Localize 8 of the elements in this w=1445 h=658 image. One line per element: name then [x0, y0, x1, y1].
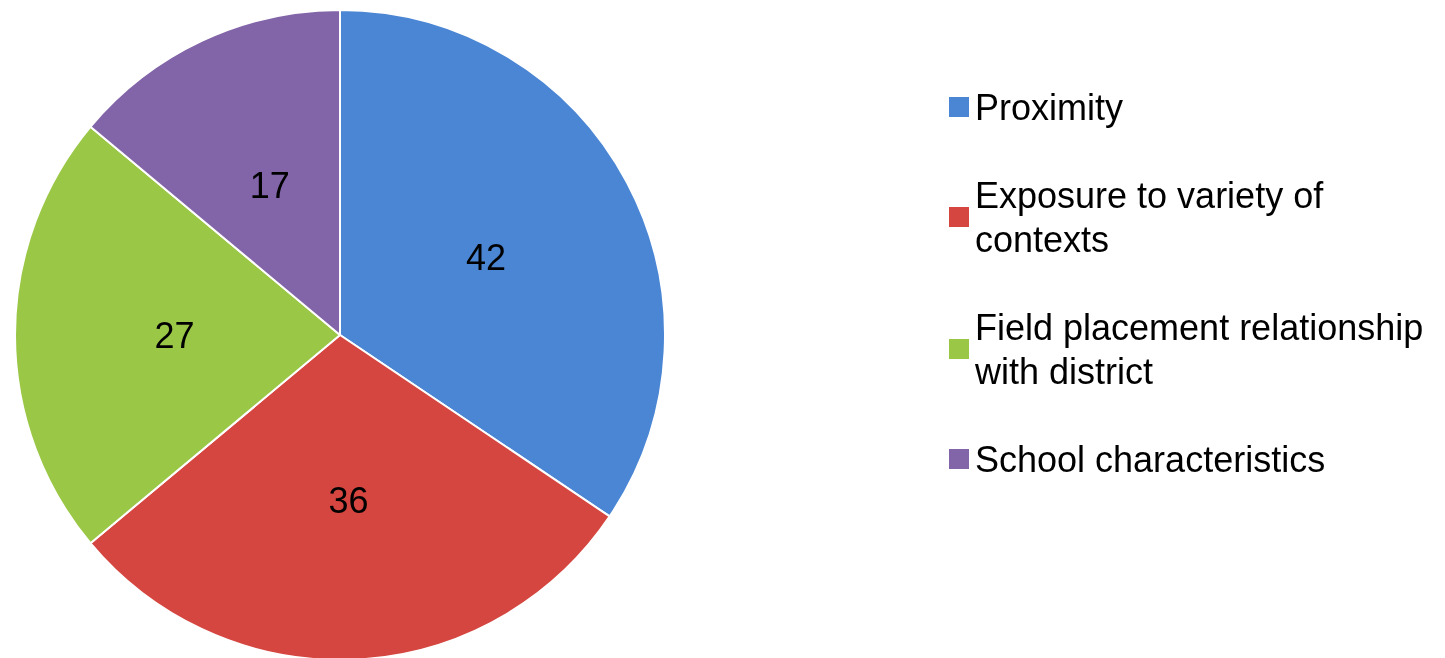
data-label: 27 [154, 314, 195, 356]
legend-label: Proximity [975, 86, 1124, 128]
data-label: 17 [249, 164, 290, 206]
data-label: 42 [466, 236, 507, 278]
data-label: 36 [328, 479, 369, 521]
legend-label: Field placement relationship with district [974, 306, 1434, 392]
legend-label: Exposure to variety of contexts [975, 174, 1334, 260]
legend-label: School characteristics [975, 438, 1326, 480]
